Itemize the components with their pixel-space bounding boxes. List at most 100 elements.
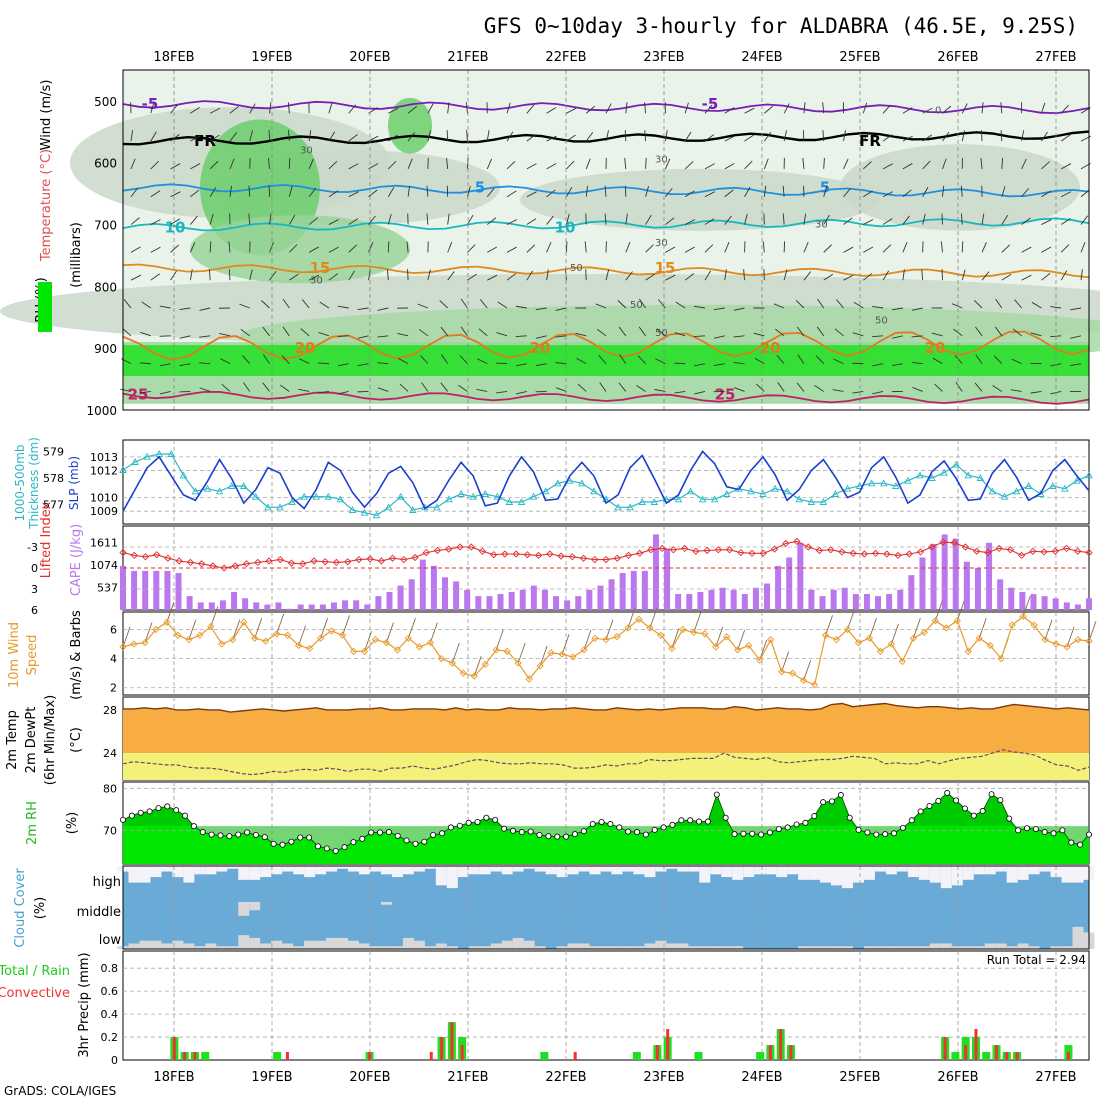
lifted-index-marker [939, 538, 947, 546]
wind-barb [388, 107, 399, 114]
wind-barb [585, 105, 595, 114]
wind-barb [170, 163, 181, 170]
thickness-marker [1012, 487, 1021, 495]
wind-barb [308, 246, 319, 253]
cloud-high-gap [874, 866, 886, 872]
wind-barb [486, 217, 497, 225]
cloud-low-gap [710, 946, 722, 949]
temp-label-2: 2m DewPt [24, 707, 39, 774]
wind-barb [942, 185, 945, 197]
isotherm-label: -5 [142, 95, 159, 113]
lifted-index-marker [411, 553, 419, 562]
wind-speed-marker [821, 631, 830, 639]
cloud-low-gap [216, 946, 228, 949]
wind-barb [941, 213, 943, 225]
wind-barb [287, 130, 290, 142]
wind-barb [882, 270, 890, 281]
thickness-marker [867, 479, 876, 487]
cloud-high-gap [1028, 866, 1040, 875]
wind-speed-marker [251, 634, 259, 642]
cloud-high-gap [984, 866, 996, 875]
wind-barb [665, 246, 676, 253]
cloud-high-gap [501, 866, 513, 875]
wind-barb [130, 130, 134, 142]
wind-barb [229, 132, 238, 142]
wind-barb [1050, 306, 1062, 309]
cape-bar [1030, 594, 1037, 610]
top-date-label: 18FEB [153, 50, 194, 65]
thickness-marker [312, 492, 320, 500]
lifted-index-marker [344, 558, 352, 566]
cloud-high-gap [1017, 866, 1029, 880]
wind-barb [407, 158, 413, 170]
precip-total-label: Total / Rain [0, 964, 70, 979]
thickness-marker [855, 482, 864, 489]
cloud-high-gap [776, 866, 788, 878]
cloud-low-gap [1017, 943, 1029, 949]
lifted-index-marker [624, 551, 633, 560]
wind-barb [625, 271, 633, 281]
wind-barb [993, 355, 1003, 364]
cloud-high-gap [677, 866, 689, 872]
cloud-high-gap [512, 866, 524, 872]
thickness-marker [698, 495, 707, 503]
wind-barb [891, 307, 903, 311]
surface-wind-barb [298, 625, 307, 646]
wind-barb [189, 269, 193, 281]
wind-barb [407, 106, 417, 114]
rh-shade-moist [123, 345, 1089, 376]
thickness-line [122, 453, 1090, 516]
cloud-high-gap [578, 866, 590, 872]
rh-marker [625, 828, 632, 835]
wind-speed-marker [1085, 637, 1093, 645]
bottom-date-label: 26FEB [937, 1070, 978, 1085]
lifted-index-marker [445, 545, 453, 553]
thickness-marker [976, 474, 985, 481]
wind-barb [546, 135, 557, 142]
wind-barb [328, 102, 333, 114]
slp-panel-frame [122, 439, 1090, 525]
wind-barb [239, 303, 250, 309]
rh-marker [988, 791, 995, 798]
wind-barb [1041, 190, 1052, 198]
rh-marker [306, 834, 313, 841]
cloud-low-gap [369, 946, 381, 949]
rh-marker [518, 829, 525, 836]
cape-bar [508, 591, 515, 610]
wind-barb [954, 355, 963, 364]
wind-barb [535, 307, 547, 311]
wind-speed-marker [832, 636, 841, 644]
wind-barb [803, 271, 812, 281]
cape-bar [175, 573, 182, 610]
wind-barb [1061, 191, 1072, 198]
wind-barb [803, 213, 807, 225]
wind-speed-marker [898, 657, 907, 666]
wind-barb [802, 157, 805, 169]
wind-barb [665, 187, 673, 198]
cloud-low-gap [315, 940, 327, 949]
wind-barb [466, 102, 468, 114]
wind-barb [447, 271, 455, 281]
wind-barb [684, 131, 692, 142]
wind-speed-marker [284, 631, 292, 639]
cloud-high-gap [545, 866, 557, 875]
wind-barb [219, 333, 231, 337]
wind-barb [922, 107, 933, 114]
pressure-tick-label: 800 [94, 280, 117, 294]
wind-speed-marker [756, 656, 764, 664]
cloud-low-gap [534, 946, 546, 949]
lifted-index-marker [714, 546, 722, 554]
cloud-low-gap [732, 946, 744, 949]
wind-barb [733, 307, 745, 311]
wind-speed-marker [701, 630, 709, 638]
wind-barb [912, 387, 923, 392]
wind-barb [555, 307, 567, 311]
cloud-low-gap [589, 946, 601, 949]
lifted-index-marker [883, 550, 891, 558]
rh-marker [908, 817, 915, 824]
isotherm-label: 20 [530, 339, 551, 357]
wind-barb [625, 242, 631, 253]
wind-barb [843, 158, 849, 170]
wind-barb [130, 187, 139, 198]
